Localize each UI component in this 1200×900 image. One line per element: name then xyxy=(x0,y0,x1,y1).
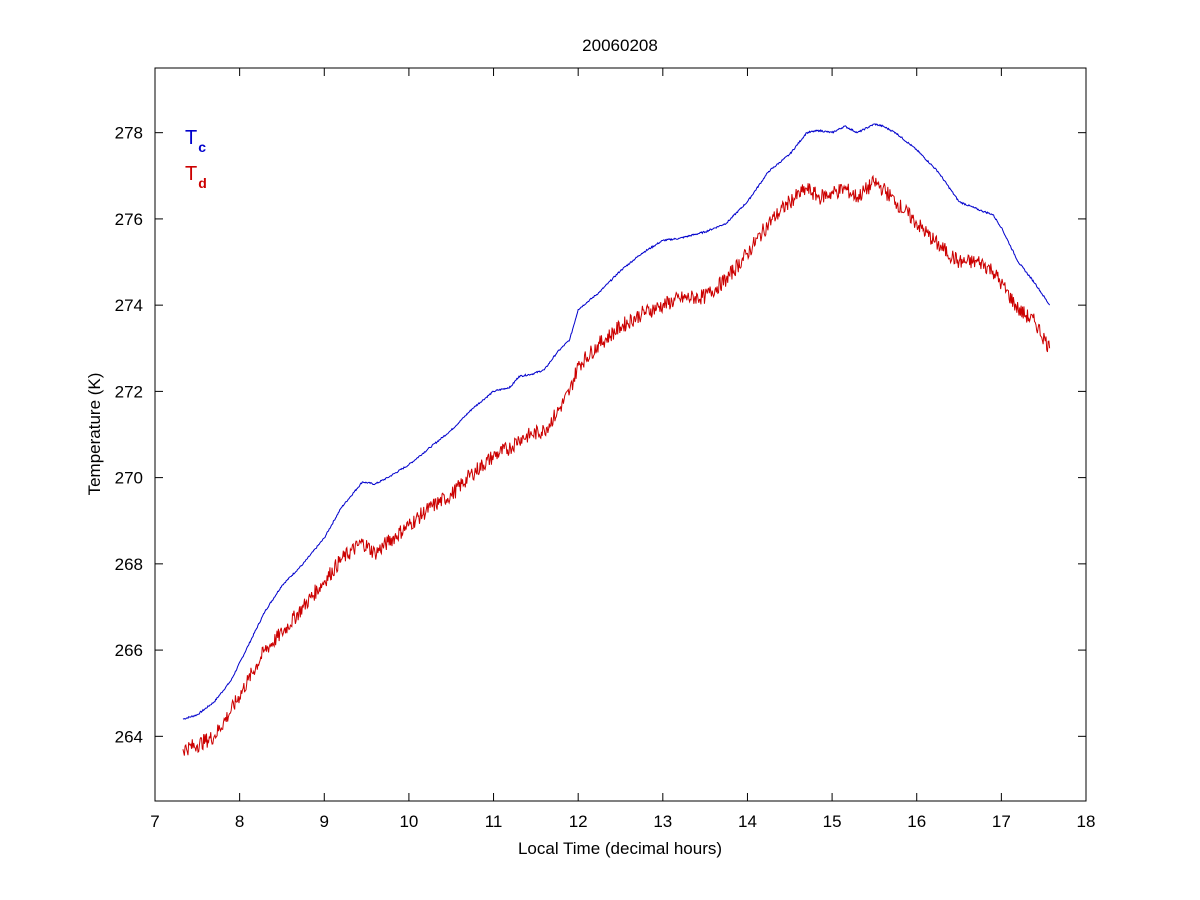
y-tick-label: 268 xyxy=(115,555,143,574)
legend-item-td: Td xyxy=(185,163,207,191)
x-tick-label: 15 xyxy=(823,812,842,831)
legend-tc-sub: c xyxy=(198,139,206,155)
x-tick-label: 16 xyxy=(907,812,926,831)
y-tick-label: 278 xyxy=(115,124,143,143)
y-tick-label: 272 xyxy=(115,382,143,401)
y-axis-label: Temperature (K) xyxy=(85,373,104,496)
x-tick-label: 13 xyxy=(653,812,672,831)
chart-title: 20060208 xyxy=(582,36,658,55)
x-tick-label: 7 xyxy=(150,812,159,831)
legend-tc-main: T xyxy=(185,127,197,149)
x-axis-label: Local Time (decimal hours) xyxy=(518,839,722,858)
legend-td-sub: d xyxy=(198,175,207,191)
legend-item-tc: Tc xyxy=(185,127,206,155)
y-tick-label: 264 xyxy=(115,727,143,746)
legend: Tc Td xyxy=(185,127,207,191)
x-tick-label: 9 xyxy=(320,812,329,831)
x-tick-label: 17 xyxy=(992,812,1011,831)
series-lines xyxy=(182,123,1051,756)
x-tick-label: 11 xyxy=(485,812,503,831)
legend-td-main: T xyxy=(185,163,197,185)
x-tick-label: 10 xyxy=(399,812,418,831)
y-tick-label: 270 xyxy=(115,469,143,488)
x-tick-label: 12 xyxy=(569,812,588,831)
plot-area-frame xyxy=(154,67,1087,802)
x-tick-label: 8 xyxy=(235,812,244,831)
x-tick-label: 14 xyxy=(738,812,757,831)
axis-tick-labels: 7 8 9 10 11 12 13 14 15 16 17 18 264 266 268 270 272 274 2… xyxy=(115,124,1096,831)
series-line-tc xyxy=(182,123,1051,720)
axis-ticks xyxy=(154,68,1087,801)
y-tick-label: 266 xyxy=(115,641,143,660)
y-tick-label: 274 xyxy=(115,296,143,315)
x-tick-label: 18 xyxy=(1077,812,1096,831)
y-tick-label: 276 xyxy=(115,210,143,229)
series-line-td xyxy=(182,174,1051,756)
